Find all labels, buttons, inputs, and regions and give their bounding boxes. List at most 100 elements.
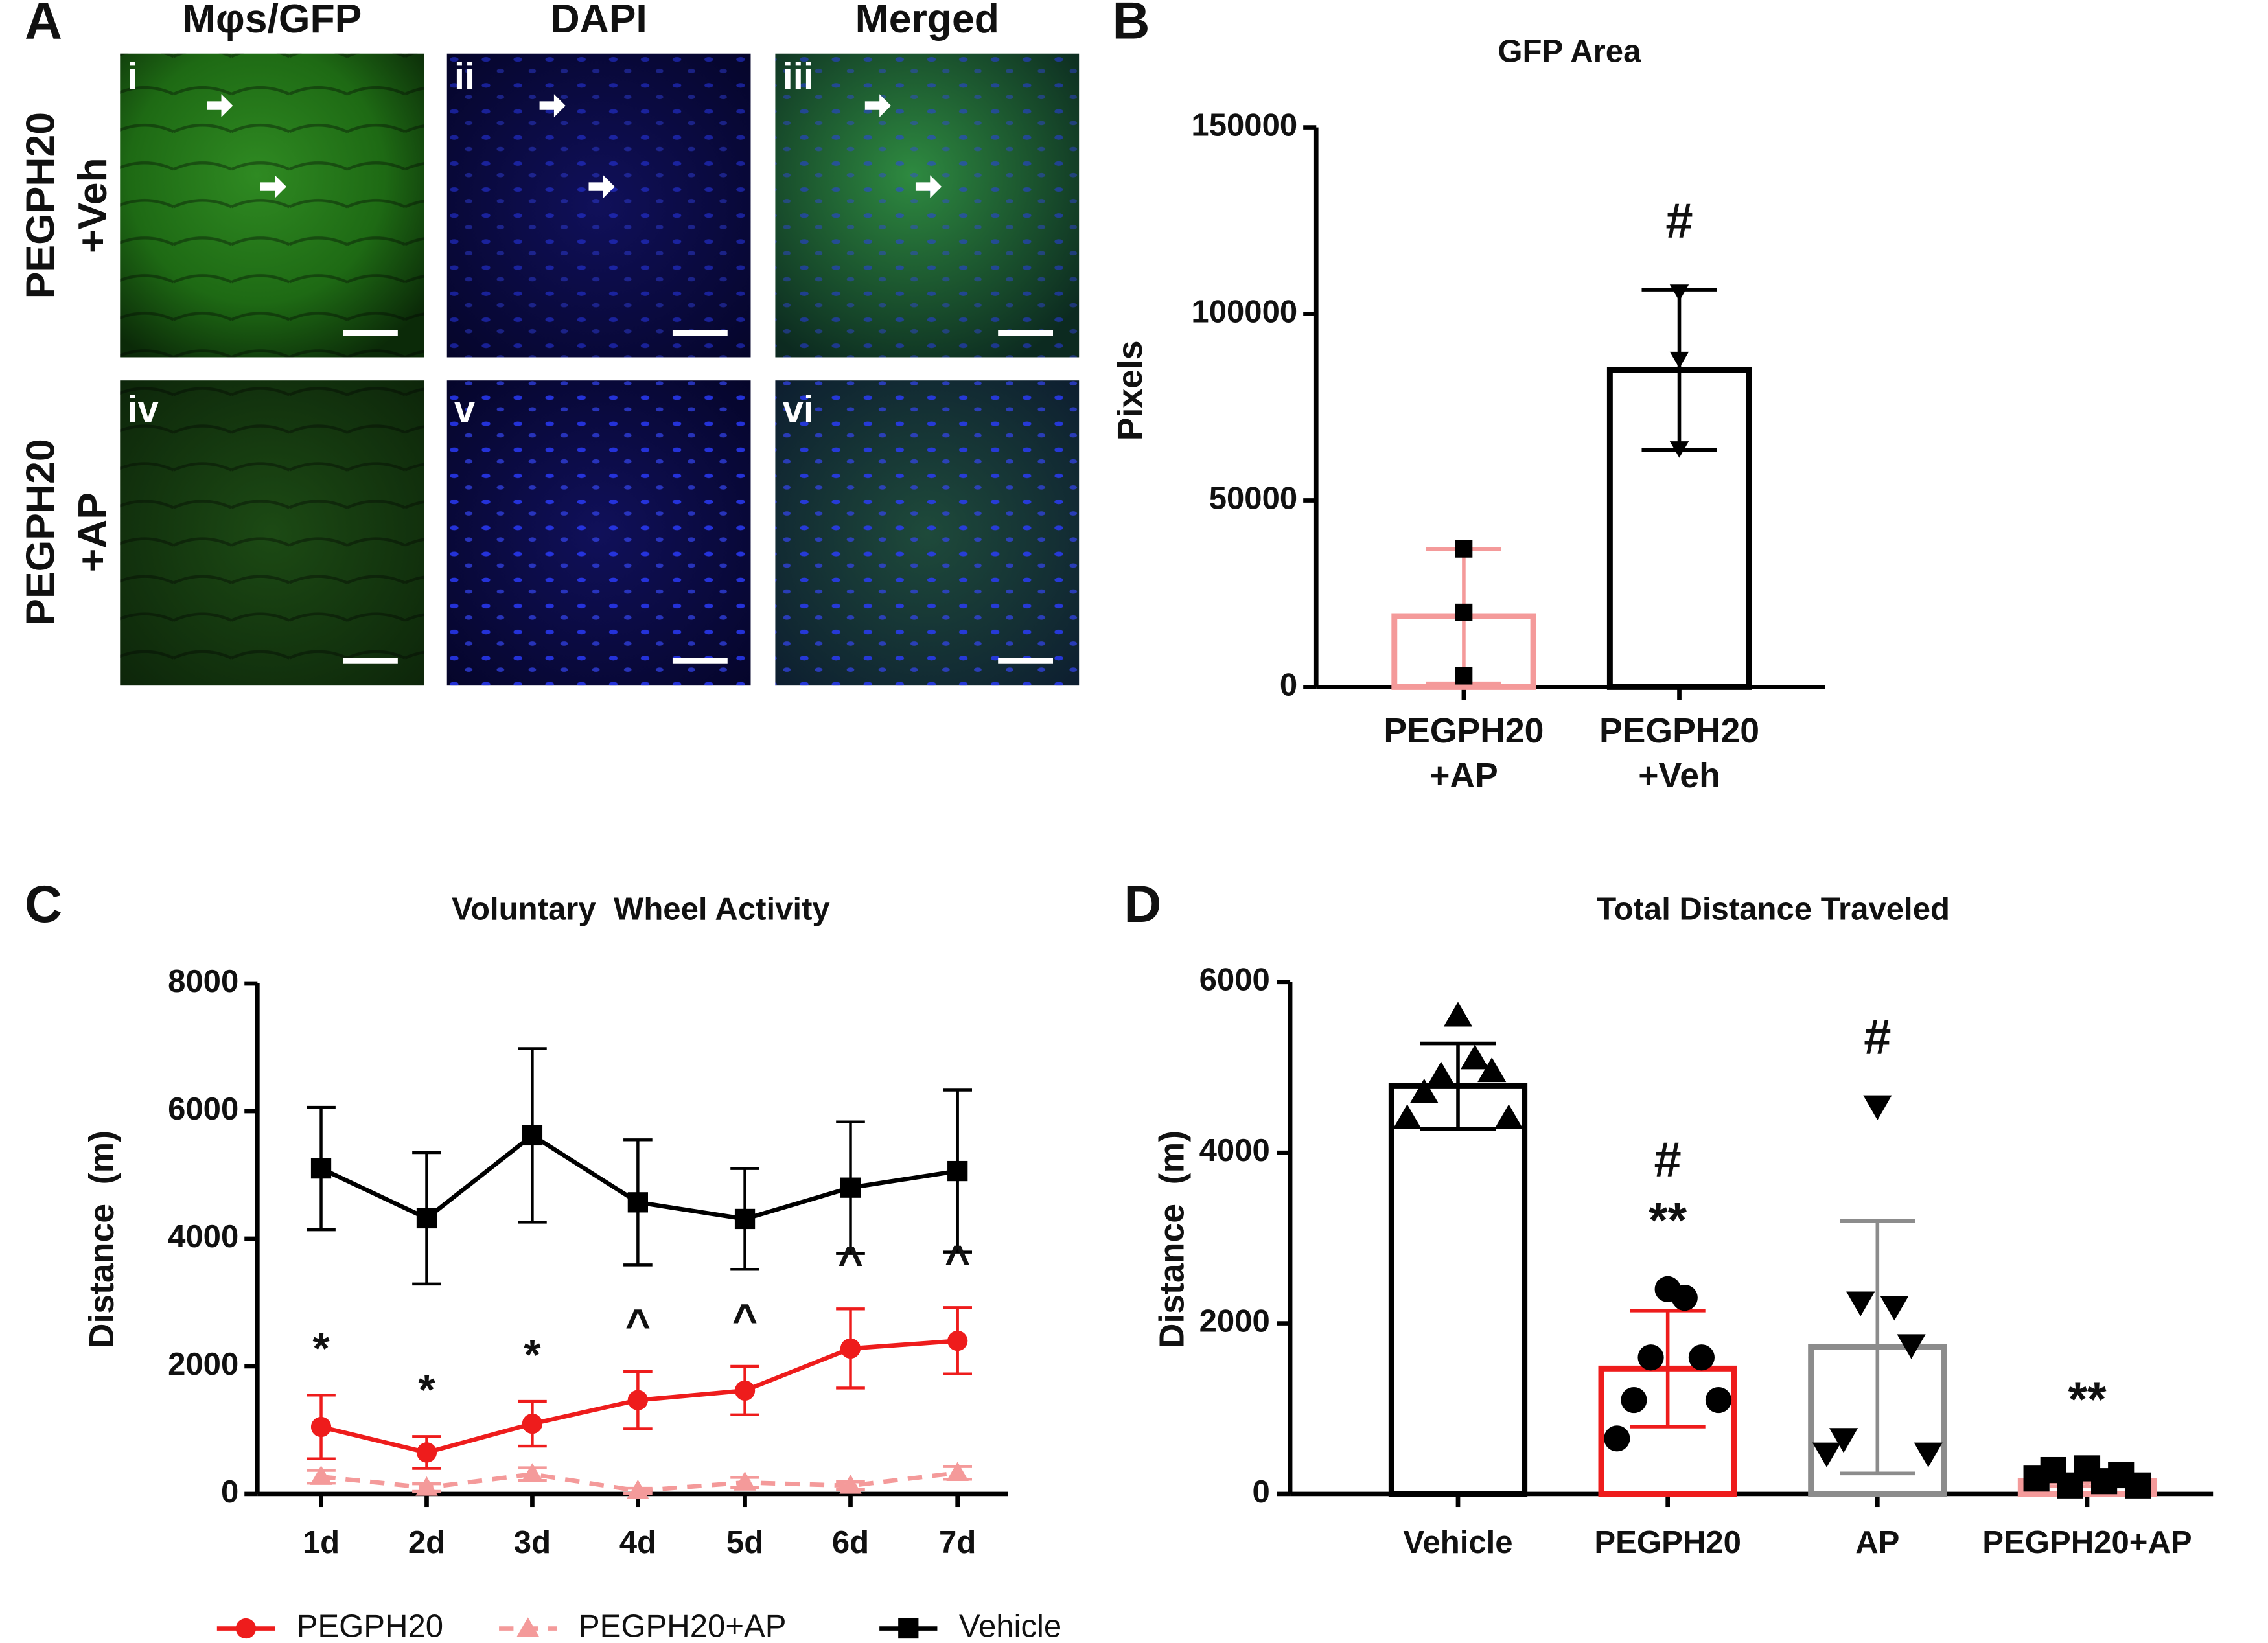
- annotation: #: [1654, 1132, 1682, 1188]
- tile-label: vi: [783, 389, 814, 431]
- data-point: [1621, 1386, 1647, 1414]
- data-point: [416, 1208, 437, 1229]
- data-point: [1863, 1095, 1892, 1120]
- image-texture: [120, 380, 424, 686]
- image-texture: [446, 53, 751, 358]
- annotation: ^: [732, 1296, 758, 1344]
- data-point: [310, 1465, 332, 1485]
- row-label: +AP: [70, 492, 115, 572]
- chart-title: Total Distance Traveled: [1597, 891, 1950, 926]
- y-axis-label: Distance (m): [83, 1131, 121, 1348]
- data-point: [1426, 1061, 1455, 1086]
- x-tick-label: PEGPH20: [1383, 712, 1544, 750]
- arrow: [260, 175, 286, 198]
- data-point: [947, 1160, 968, 1182]
- data-point: [1409, 1078, 1439, 1104]
- arrow: [539, 94, 566, 117]
- data-point: [1914, 1442, 1943, 1467]
- annotation: *: [418, 1366, 435, 1414]
- data-point: [947, 1330, 968, 1351]
- tile-label: i: [127, 56, 137, 98]
- chart-title: GFP Area: [1498, 34, 1641, 69]
- y-tick-label: 6000: [1199, 963, 1270, 998]
- image-texture: [775, 380, 1080, 686]
- annotation: *: [524, 1331, 540, 1379]
- y-axis-label: Pixels: [1111, 340, 1150, 441]
- data-point: [1705, 1386, 1732, 1414]
- image-texture: [775, 53, 1080, 358]
- annotation: *: [313, 1324, 330, 1373]
- bar: [1388, 1083, 1528, 1497]
- data-point: [1688, 1344, 1715, 1371]
- tile-label: ii: [454, 56, 475, 98]
- x-tick-label: PEGPH20: [1599, 712, 1759, 750]
- data-point: [521, 1463, 544, 1482]
- x-tick-label: +AP: [1429, 757, 1498, 795]
- y-tick-label: 2000: [1199, 1304, 1270, 1339]
- panel-label: B: [1113, 0, 1150, 50]
- data-point: [1477, 1057, 1507, 1083]
- data-point: [734, 1471, 756, 1491]
- x-tick-label: 2d: [408, 1525, 445, 1560]
- x-tick-label: 6d: [832, 1525, 869, 1560]
- column-header: Merged: [855, 0, 999, 41]
- y-tick-label: 4000: [168, 1219, 238, 1254]
- image-texture: [120, 53, 424, 358]
- chart-title: Voluntary Wheel Activity: [452, 891, 830, 926]
- scale-bars: [343, 330, 1053, 664]
- y-tick-label: 4000: [1199, 1133, 1270, 1168]
- annotation: **: [1649, 1193, 1687, 1248]
- data-point: [840, 1338, 861, 1359]
- y-axis-label: Distance (m): [1153, 1131, 1192, 1348]
- arrows: [207, 94, 942, 198]
- x-tick-label: 4d: [619, 1525, 656, 1560]
- data-point: [2023, 1465, 2050, 1492]
- legend-label: PEGPH20+AP: [579, 1609, 787, 1643]
- data-point: [1443, 1002, 1473, 1027]
- y-tick-label: 8000: [168, 964, 238, 999]
- data-point: [416, 1442, 437, 1463]
- legend-marker: [235, 1618, 257, 1639]
- legend-label: PEGPH20: [297, 1609, 443, 1643]
- data-point: [1455, 603, 1473, 621]
- panel-label: D: [1124, 875, 1161, 934]
- annotation: ^: [838, 1238, 863, 1287]
- data-point: [840, 1177, 861, 1198]
- tile-label: iii: [783, 56, 814, 98]
- data-point: [627, 1192, 648, 1213]
- data-point: [1604, 1425, 1630, 1452]
- x-tick-label: 7d: [939, 1525, 976, 1560]
- x-tick-label: PEGPH20+AP: [1982, 1525, 2192, 1560]
- data-point: [2125, 1472, 2151, 1499]
- x-tick-label: 3d: [514, 1525, 551, 1560]
- column-header: Mφs/GFP: [182, 0, 362, 41]
- x-tick-label: 1d: [303, 1525, 340, 1560]
- legend-label: Vehicle: [959, 1609, 1061, 1643]
- panel-a-images: [120, 53, 1080, 686]
- x-tick-label: Vehicle: [1403, 1525, 1512, 1560]
- data-point: [1494, 1104, 1523, 1129]
- arrow: [915, 175, 942, 198]
- data-point: [839, 1474, 862, 1494]
- data-point: [734, 1380, 756, 1401]
- arrow: [588, 175, 615, 198]
- data-point: [1880, 1296, 1909, 1321]
- data-point: [1669, 351, 1689, 369]
- data-point: [627, 1479, 649, 1499]
- data-point: [522, 1413, 543, 1434]
- data-point: [946, 1462, 969, 1481]
- data-point: [1393, 1104, 1422, 1129]
- legend-marker: [516, 1617, 539, 1637]
- data-point: [1669, 441, 1689, 458]
- arrow: [207, 94, 233, 117]
- data-point: [734, 1208, 756, 1230]
- annotation: #: [1665, 194, 1693, 249]
- data-point: [415, 1476, 438, 1496]
- data-point: [1455, 540, 1473, 558]
- panel-label: A: [25, 0, 62, 50]
- row-label: PEGPH20: [17, 439, 63, 625]
- x-tick-label: +Veh: [1638, 757, 1720, 795]
- data-point: [1846, 1291, 1875, 1316]
